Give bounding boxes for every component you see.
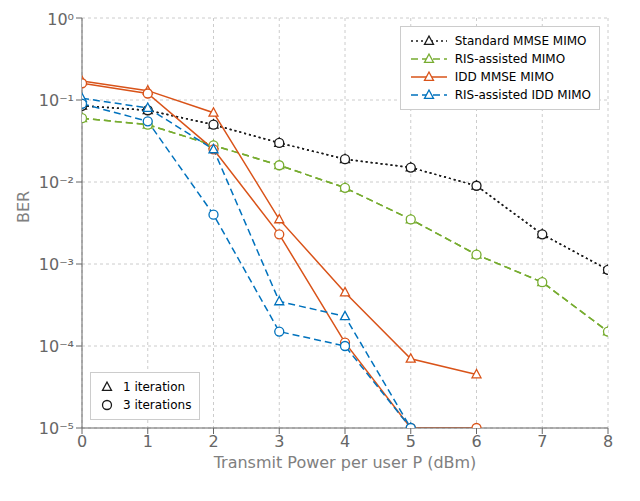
svg-text:7: 7	[537, 432, 547, 451]
html-text:IDD MMSE MIMO: IDD MMSE MIMO	[454, 70, 554, 84]
svg-text:10⁻³: 10⁻³	[39, 255, 74, 274]
svg-text:6: 6	[471, 432, 481, 451]
html-text:3 iterations: 3 iterations	[123, 398, 192, 412]
svg-text:2: 2	[208, 432, 218, 451]
svg-text:10⁻⁵: 10⁻⁵	[39, 419, 74, 438]
html-text:RIS-assisted MIMO: RIS-assisted MIMO	[454, 52, 566, 66]
html-text:Standard MMSE MIMO: Standard MMSE MIMO	[454, 34, 587, 48]
svg-text:10⁻²: 10⁻²	[39, 173, 74, 192]
svg-text:1: 1	[143, 432, 153, 451]
svg-text:5: 5	[406, 432, 416, 451]
svg-text:4: 4	[340, 432, 350, 451]
svg-text:10⁻¹: 10⁻¹	[39, 91, 74, 110]
html-text:RIS-assisted IDD MIMO: RIS-assisted IDD MIMO	[454, 88, 591, 102]
svg-text:10⁰: 10⁰	[47, 10, 74, 29]
svg-text:0: 0	[77, 432, 87, 451]
svg-text:8: 8	[603, 432, 613, 451]
svg-text:BER: BER	[14, 191, 33, 223]
svg-text:10⁻⁴: 10⁻⁴	[39, 337, 74, 356]
svg-text:Transmit Power per user P (dBm: Transmit Power per user P (dBm)	[213, 453, 477, 472]
html-text:1 iteration: 1 iteration	[123, 380, 186, 394]
svg-text:3: 3	[274, 432, 284, 451]
